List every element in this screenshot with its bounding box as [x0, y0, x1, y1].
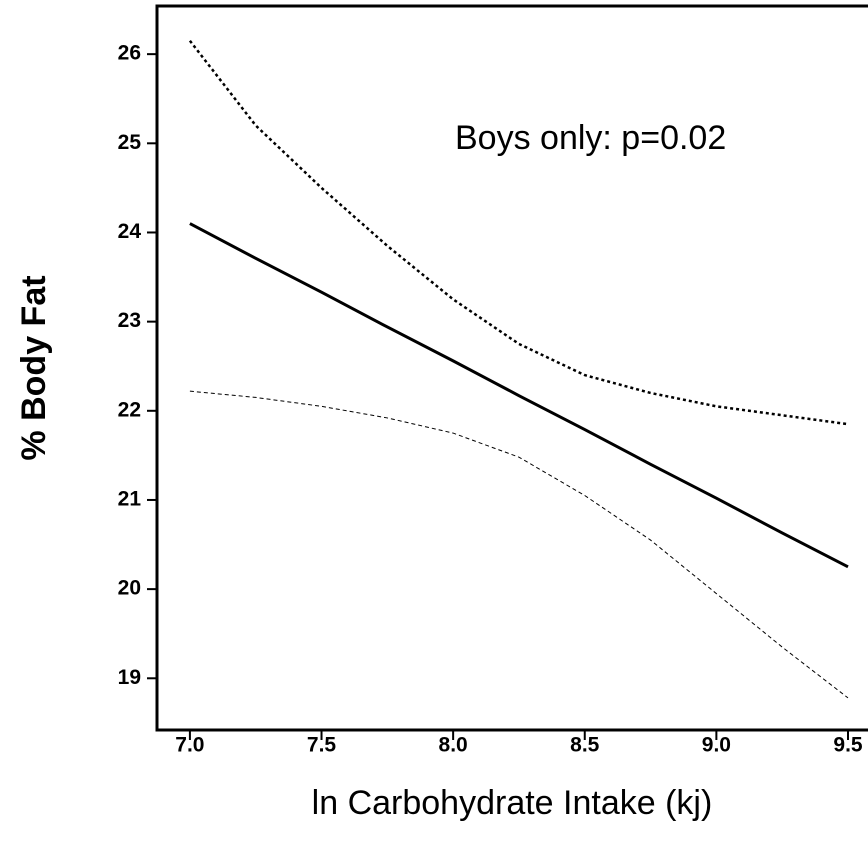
x-tick-label: 9.5 [833, 734, 863, 757]
line-series [188, 40, 849, 426]
y-tick-label: 24 [118, 220, 142, 243]
y-tick-label: 19 [118, 666, 141, 689]
y-tick-label: 20 [118, 577, 141, 600]
x-tick-label: 7.0 [175, 734, 204, 757]
x-tick-label: 8.5 [570, 734, 600, 757]
y-axis-label: % Body Fat [15, 275, 53, 460]
y-tick-label: 21 [118, 488, 142, 511]
y-tick-label: 25 [118, 131, 142, 154]
y-tick-label: 26 [118, 42, 141, 65]
annotation: Boys only: p=0.02 [455, 119, 726, 157]
x-tick-label: 8.0 [439, 734, 468, 757]
line-series [189, 222, 849, 569]
line-series [189, 390, 849, 699]
x-tick-label: 9.0 [702, 734, 731, 757]
x-tick-label: 7.5 [307, 734, 337, 757]
plot-frame [155, 4, 868, 732]
x-axis-label: ln Carbohydrate Intake (kj) [312, 784, 713, 822]
y-tick-label: 23 [118, 309, 141, 332]
y-tick-label: 22 [118, 398, 141, 421]
